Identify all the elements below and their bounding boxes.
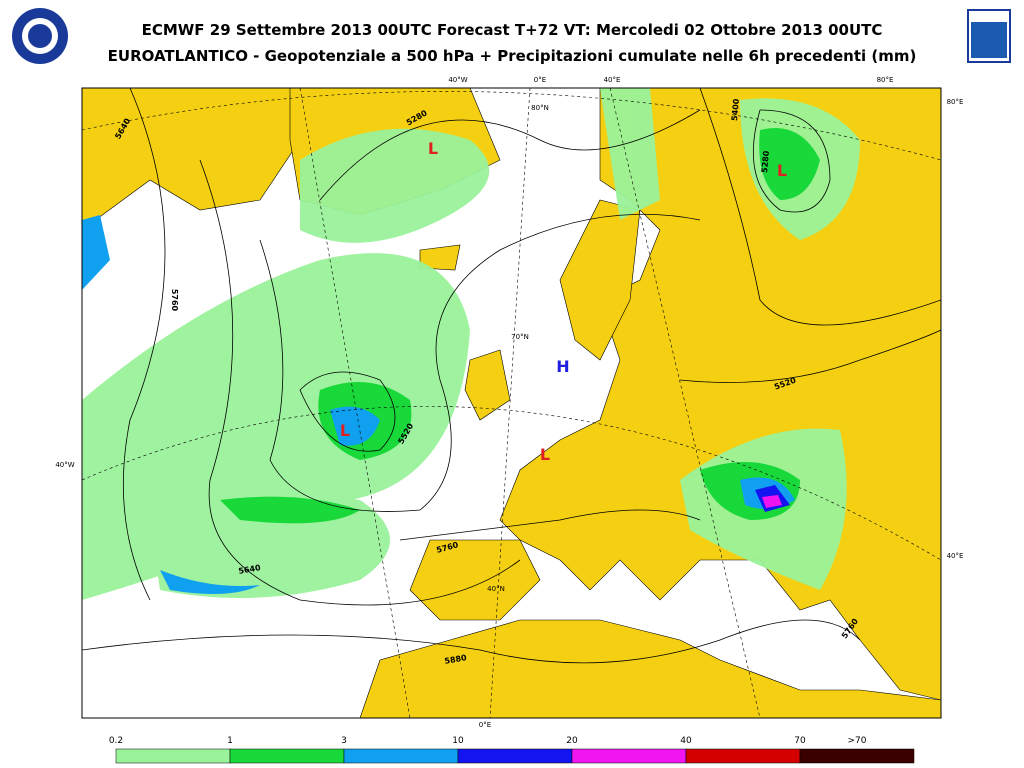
pressure-center: L [777, 161, 787, 180]
graticule-label: 40°E [604, 76, 621, 84]
subtitle: EUROATLANTICO - Geopotenziale a 500 hPa … [108, 47, 917, 65]
legend-label: 40 [680, 736, 692, 746]
graticule-label: 70°N [511, 333, 529, 341]
graticule-label: 80°N [531, 104, 549, 112]
graticule-label: 80°E [947, 98, 964, 106]
map-frame [81, 87, 942, 719]
legend-label: 70 [794, 736, 806, 746]
legend-label: 3 [341, 736, 347, 746]
legend-label: 1 [227, 736, 233, 746]
contour-label: 5760 [170, 289, 179, 312]
graticule-label: 40°W [55, 461, 74, 469]
graticule-label: 40°W [448, 76, 467, 84]
contour-label: 5880 [444, 653, 468, 666]
graticule-label: 80°E [877, 76, 894, 84]
map [82, 88, 941, 718]
title: ECMWF 29 Settembre 2013 00UTC Forecast T… [142, 21, 883, 39]
legend-swatch [343, 748, 459, 764]
legend-swatch [799, 748, 915, 764]
legend-label: 10 [452, 736, 464, 746]
pressure-center: H [556, 357, 569, 376]
pressure-center: L [340, 421, 350, 440]
legend: 0.2 1 3 10 20 40 70 >70 [109, 736, 915, 764]
contour-label: 5280 [760, 150, 771, 173]
contour-label: 5640 [238, 563, 262, 576]
graticule-label: 40°E [947, 552, 964, 560]
legend-swatch [115, 748, 231, 764]
contour-label: 5400 [730, 98, 741, 121]
graticule-label: 0°E [479, 721, 491, 729]
logo-left [12, 8, 68, 64]
graticule-label: 40°N [487, 585, 505, 593]
logo-right [967, 9, 1011, 63]
graticule-label: 0°E [534, 76, 546, 84]
legend-swatch [457, 748, 573, 764]
pressure-center: L [428, 139, 438, 158]
legend-label: 0.2 [109, 736, 123, 746]
pressure-center: L [540, 445, 550, 464]
legend-swatch [571, 748, 687, 764]
legend-label: 20 [566, 736, 578, 746]
legend-swatch [229, 748, 345, 764]
legend-swatch [685, 748, 801, 764]
legend-label: >70 [848, 736, 867, 746]
